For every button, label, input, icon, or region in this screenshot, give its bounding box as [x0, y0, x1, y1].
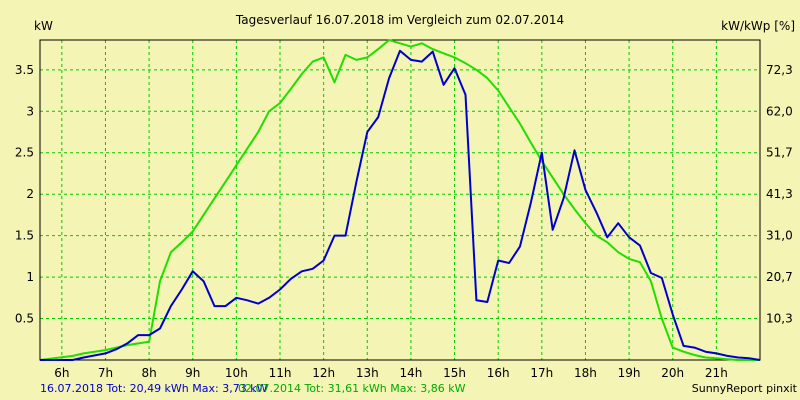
x-tick-label: 6h [54, 366, 69, 380]
y-tick-label-right: 51,7 [766, 146, 793, 160]
footer-credit: SunnyReport pinxit [692, 382, 798, 395]
y-tick-label-right: 31,0 [766, 229, 793, 243]
x-tick-label: 10h [225, 366, 248, 380]
y-tick-label-right: 20,7 [766, 270, 793, 284]
series-line-02.07.2014 [39, 39, 760, 361]
x-tick-label: 15h [443, 366, 466, 380]
y-tick-label-left: 3 [26, 104, 34, 118]
y-axis-right-label: kW/kWp [%] [721, 19, 795, 33]
x-tick-label: 11h [269, 366, 292, 380]
x-tick-label: 7h [98, 366, 113, 380]
y-tick-label-right: 41,3 [766, 187, 793, 201]
x-tick-label: 16h [487, 366, 510, 380]
footer-blue-summary: 16.07.2018 Tot: 20,49 kWh Max: 3,73 kW [40, 382, 268, 395]
x-tick-label: 19h [618, 366, 641, 380]
x-tick-label: 9h [185, 366, 200, 380]
series-lines [39, 39, 761, 361]
y-tick-label-right: 62,0 [766, 104, 793, 118]
x-tick-label: 20h [661, 366, 684, 380]
y-tick-label-left: 1.5 [15, 229, 34, 243]
x-tick-label: 14h [399, 366, 422, 380]
x-tick-label: 8h [141, 366, 156, 380]
y-tick-label-left: 2 [26, 187, 34, 201]
axis-ticks: 6h 7h 8h 9h 10h 11h 12h 13h 14h 15h 16h 17h 18h 19h 20… [15, 63, 793, 380]
plot-frame [39, 39, 761, 361]
y-tick-label-left: 0.5 [15, 312, 34, 326]
y-axis-left-label: kW [34, 19, 53, 33]
x-tick-label: 13h [356, 366, 379, 380]
x-tick-label: 21h [705, 366, 728, 380]
y-tick-label-right: 10,3 [766, 312, 793, 326]
grid [40, 40, 760, 360]
x-tick-label: 12h [312, 366, 335, 380]
x-tick-label: 17h [530, 366, 553, 380]
y-tick-label-right: 72,3 [766, 63, 793, 77]
chart-title: Tagesverlauf 16.07.2018 im Vergleich zum… [235, 13, 564, 27]
y-tick-label-left: 1 [26, 270, 34, 284]
y-tick-label-left: 3.5 [15, 63, 34, 77]
y-tick-label-left: 2.5 [15, 146, 34, 160]
x-tick-label: 18h [574, 366, 597, 380]
footer-green-summary: 02.07.2014 Tot: 31,61 kWh Max: 3,86 kW [238, 382, 466, 395]
series-line-16.07.2018 [40, 49, 761, 361]
